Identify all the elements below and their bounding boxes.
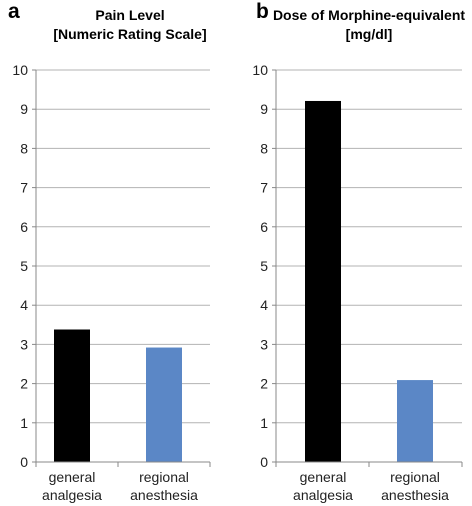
y-tick-label: 9	[20, 101, 28, 117]
panel-letter: b	[256, 0, 269, 23]
chart-panel-a: a Pain Level [Numeric Rating Scale] 0 1 2 3…	[8, 0, 211, 503]
y-tick-label: 2	[20, 376, 28, 392]
bar	[54, 329, 90, 462]
bar	[305, 100, 341, 462]
chart-title-line-2: [Numeric Rating Scale]	[53, 26, 207, 42]
chart-title-line-2: [mg/dl]	[345, 26, 393, 42]
y-tick-label: 5	[20, 258, 28, 274]
chart-title-line-1: Pain Level	[95, 7, 165, 23]
y-tick-label: 7	[260, 180, 268, 196]
y-tick-label: 6	[20, 219, 28, 235]
bar-chart-plot: 0 1 2 3 4 5 6 7 8 9 10 general analgesia regional anes…	[252, 62, 463, 503]
chart-title-line-1: Dose of Morphine-equivalent	[272, 7, 466, 23]
y-tick-label: 4	[20, 297, 28, 313]
bar-chart-plot: 0 1 2 3 4 5 6 7 8 9 10 general analgesia regional anes…	[12, 62, 211, 503]
y-tick-label: 3	[260, 336, 268, 352]
y-tick-label: 10	[252, 62, 268, 78]
x-tick-label: general	[49, 469, 96, 485]
x-tick-label: general	[300, 469, 347, 485]
x-tick-label: analgesia	[293, 487, 353, 503]
y-tick-label: 3	[20, 336, 28, 352]
y-tick-label: 8	[260, 140, 268, 156]
y-tick-label: 1	[260, 415, 268, 431]
y-tick-label: 10	[12, 62, 28, 78]
bar	[146, 347, 182, 462]
y-tick-label: 0	[20, 454, 28, 470]
x-tick-label: anesthesia	[130, 487, 198, 503]
panel-letter: a	[8, 0, 20, 23]
y-tick-label: 7	[20, 180, 28, 196]
y-tick-label: 1	[20, 415, 28, 431]
chart-panel-b: b Dose of Morphine-equivalent [mg/dl] 0 1…	[236, 0, 472, 506]
y-tick-label: 6	[260, 219, 268, 235]
y-tick-label: 9	[260, 101, 268, 117]
bar	[397, 380, 433, 462]
chart-title: Pain Level [Numeric Rating Scale]	[20, 6, 240, 44]
x-tick-label: anesthesia	[381, 487, 449, 503]
x-tick-label: analgesia	[42, 487, 102, 503]
x-tick-label: regional	[390, 469, 440, 485]
y-tick-label: 2	[260, 376, 268, 392]
x-tick-label: regional	[139, 469, 189, 485]
chart-title: Dose of Morphine-equivalent [mg/dl]	[256, 6, 472, 44]
y-tick-label: 5	[260, 258, 268, 274]
y-tick-label: 0	[260, 454, 268, 470]
y-tick-label: 4	[260, 297, 268, 313]
y-tick-label: 8	[20, 140, 28, 156]
